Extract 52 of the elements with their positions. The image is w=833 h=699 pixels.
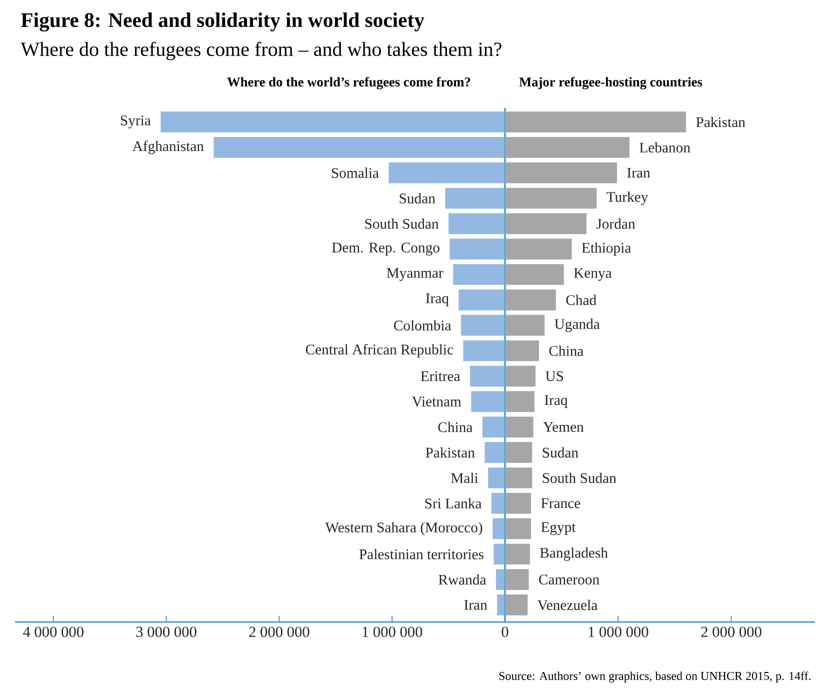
y-tick-label: South Sudan [365,218,439,229]
x-tick-label: 1 000 000 [588,626,648,638]
y-tick-label: Myanmar [386,268,444,281]
x-tick-label: 2 000 000 [701,626,762,638]
x-tick-label: 2 000 000 [249,626,310,638]
y-tick-label: Eritrea [420,371,460,382]
chart-title: Major refugee-hosting countries [519,76,702,90]
chart-title: Where do the world’s refugees come from? [227,76,470,90]
y-tick-label: Afghanistan [132,140,204,154]
y-tick-label: Cameroon [539,574,600,584]
y-tick-label: Jordan [596,218,636,229]
y-tick-label: Iran [627,168,650,178]
y-tick-label: Vietnam [412,396,462,407]
y-tick-label: Chad [566,294,596,306]
y-tick-label: Iraq [544,395,568,408]
y-tick-label: Iran [464,600,488,610]
y-tick-label: China [438,422,473,432]
source-note: Source: Authors’ own graphics, based on UNHCR 2015, p. 14ff. [499,671,811,683]
y-tick-label: Sudan [400,193,436,204]
y-tick-label: Mali [451,472,478,484]
y-tick-label: Palestinian territories [359,548,484,560]
y-tick-label: Lebanon [640,142,690,153]
y-tick-label: Sri Lanka [425,498,482,508]
y-tick-label: Venezuela [538,600,598,610]
y-tick-label: Rwanda [438,574,486,585]
y-tick-label: Turkey [606,192,648,205]
x-tick-label: 4 000 000 [23,626,84,638]
y-tick-label: Somalia [332,168,379,178]
y-tick-label: Bangladesh [540,547,608,561]
y-tick-label: Syria [120,116,151,128]
y-tick-label: Pakistan [426,447,475,458]
y-tick-label: Colombia [394,320,452,330]
text: Where do the refugees come from – and who takes them in? [20,42,502,60]
x-tick-label: 0 [502,626,508,638]
y-tick-label: Central African Republic [306,344,454,358]
y-tick-label: South Sudan [542,472,616,484]
y-tick-label: Yemen [543,422,584,432]
y-tick-label: Kenya [574,268,612,281]
y-tick-label: Sudan [542,447,578,458]
text: Figure 8: Need and solidarity in world society [21,12,424,32]
y-tick-label: Uganda [554,318,600,332]
y-tick-label: France [541,498,580,508]
x-tick-label: 3 000 000 [136,626,196,638]
y-tick-label: Ethiopia [582,242,631,256]
y-tick-label: Western Sahara (Morocco) [325,522,482,536]
x-tick-label: 1 000 000 [362,626,422,638]
y-tick-label: Pakistan [696,116,746,128]
y-tick-label: US [546,371,564,382]
y-tick-label: Dem. Rep. Congo [332,242,440,256]
y-tick-label: Egypt [541,522,576,536]
y-tick-label: China [549,346,584,356]
y-tick-label: Iraq [426,294,449,306]
